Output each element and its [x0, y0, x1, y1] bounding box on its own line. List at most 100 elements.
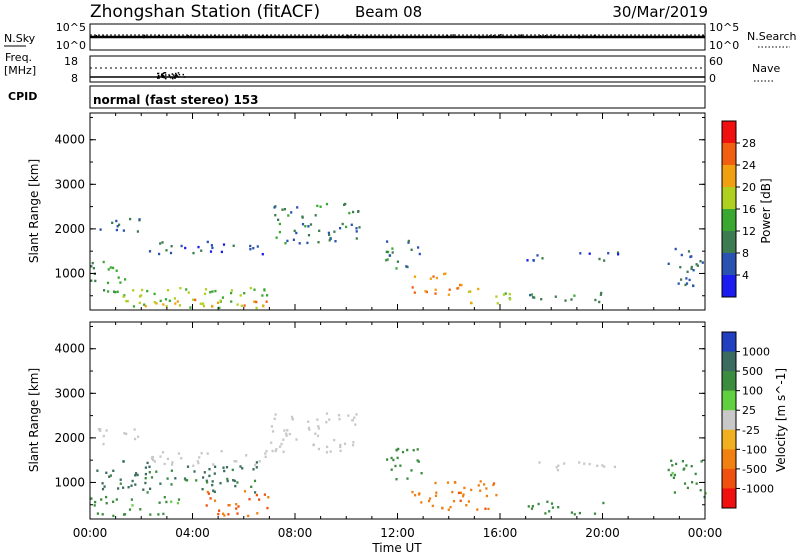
echo-cell: [316, 204, 319, 208]
echo-cell: [162, 303, 165, 306]
freq-sample: [157, 72, 159, 75]
y-tick-label: 3000: [54, 177, 85, 191]
echo-cell: [459, 499, 462, 502]
echo-cell: [341, 222, 344, 226]
echo-cell: [171, 461, 174, 464]
freq-sample: [157, 72, 160, 75]
echo-cell: [219, 482, 222, 485]
echo-cell: [308, 428, 311, 431]
echo-cell: [159, 482, 162, 485]
echo-cell: [447, 293, 450, 296]
echo-cell: [328, 418, 331, 421]
echo-cell: [428, 497, 432, 500]
echo-cell: [680, 278, 683, 281]
echo-cell: [327, 231, 330, 235]
echo-cell: [202, 304, 205, 308]
echo-cell: [90, 279, 93, 282]
echo-cell: [435, 491, 438, 494]
nsky-sample: [578, 34, 580, 37]
echo-cell: [125, 432, 128, 436]
echo-cell: [211, 246, 214, 250]
echo-cell: [391, 247, 394, 250]
power-ylabel: Slant Range [km]: [27, 159, 41, 263]
echo-cell: [222, 466, 225, 469]
echo-cell: [347, 414, 350, 417]
echo-cell: [171, 463, 174, 466]
echo-cell: [550, 502, 554, 505]
echo-cell: [217, 512, 220, 516]
freq-sample: [163, 72, 166, 74]
echo-cell: [457, 491, 461, 495]
echo-cell: [132, 305, 136, 308]
echo-cell: [531, 505, 534, 508]
echo-cell: [504, 292, 507, 295]
echo-cell: [205, 504, 208, 507]
echo-cell: [283, 429, 286, 432]
echo-cell: [106, 281, 110, 285]
time-axis: 00:00 04:00 08:00 12:00 16:00 20:00 00:00: [73, 113, 722, 540]
echo-cell: [483, 483, 486, 486]
echo-cell: [564, 299, 567, 302]
echo-cell: [256, 512, 259, 515]
echo-cell: [103, 485, 106, 488]
echo-cell: [291, 418, 294, 421]
echo-cell: [459, 491, 462, 494]
echo-cell: [278, 230, 281, 234]
nsky-sample: [647, 35, 649, 38]
echo-cell: [600, 291, 603, 295]
echo-cell: [265, 300, 268, 303]
echo-cell: [484, 507, 487, 510]
nsky-sample: [321, 35, 324, 38]
echo-cell: [114, 291, 117, 294]
nsky-sample: [452, 34, 454, 36]
echo-cell: [176, 501, 179, 505]
echo-cell: [255, 306, 258, 310]
freq-sample: [175, 75, 178, 78]
echo-cell: [411, 490, 414, 494]
echo-cell: [287, 214, 290, 217]
echo-cell: [443, 272, 446, 276]
echo-cell: [343, 203, 346, 206]
echo-cell: [355, 237, 358, 240]
echo-cell: [146, 491, 149, 494]
echo-cell: [462, 493, 465, 496]
nsky-sample: [234, 36, 236, 38]
echo-cell: [557, 506, 560, 509]
echo-cell: [288, 432, 291, 436]
echo-cell: [137, 435, 140, 438]
echo-cell: [583, 462, 586, 465]
echo-cell: [274, 449, 277, 453]
echo-cell: [263, 289, 266, 292]
echo-cell: [123, 432, 126, 435]
colorbar-tick-label: 25: [742, 404, 756, 417]
echo-cell: [221, 296, 224, 299]
echo-cell: [135, 472, 138, 475]
echo-cell: [144, 477, 147, 480]
echo-cell: [282, 438, 285, 441]
echo-cell: [434, 481, 437, 485]
echo-cell: [213, 472, 216, 475]
echo-cell: [253, 300, 256, 303]
echo-cell: [548, 510, 551, 513]
echo-cell: [281, 208, 284, 211]
freq-sample: [158, 74, 160, 77]
echo-cell: [94, 500, 97, 504]
echo-cell: [211, 480, 214, 483]
echo-cell: [192, 464, 195, 467]
echo-cell: [111, 221, 114, 224]
echo-cell: [112, 266, 115, 270]
echo-cell: [407, 239, 410, 243]
echo-cell: [537, 502, 540, 506]
nsky-sample: [263, 36, 266, 38]
echo-cell: [690, 267, 693, 270]
echo-cell: [115, 228, 118, 232]
echo-cell: [452, 500, 456, 503]
echo-cell: [290, 211, 293, 214]
echo-cell: [150, 457, 153, 460]
echo-cell: [158, 252, 161, 256]
nsky-sample: [196, 36, 198, 39]
echo-cell: [195, 479, 198, 482]
echo-cell: [530, 293, 534, 296]
echo-cell: [355, 413, 358, 416]
